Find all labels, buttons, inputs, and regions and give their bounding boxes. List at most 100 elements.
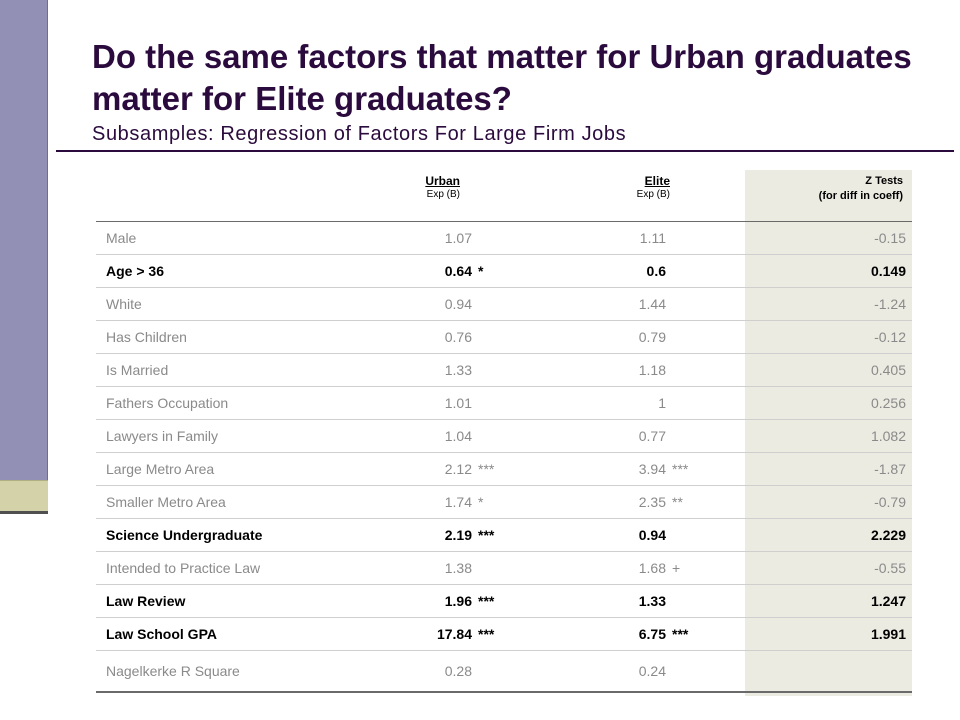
urban-value: 0.94 (296, 287, 472, 321)
elite-value: 1.68 (512, 551, 666, 585)
elite-value: 0.77 (512, 419, 666, 453)
urban-significance (472, 353, 512, 387)
urban-header-sub: Exp (B) (426, 189, 460, 200)
table-row: Lawyers in Family 1.04 0.77 1.082 (96, 419, 912, 453)
regression-table: Male 1.07 1.11 -0.15 Age > 36 0.64 * 0.6 0.149 Wh… (96, 221, 912, 693)
z-test-header-sub: (for diff in coeff) (818, 190, 903, 202)
table-row: White 0.94 1.44 -1.24 (96, 287, 912, 321)
elite-significance: *** (666, 617, 706, 651)
side-decoration-accent (0, 480, 48, 512)
elite-significance (666, 518, 706, 552)
urban-significance (472, 221, 512, 255)
elite-significance: + (666, 551, 706, 585)
z-test-value: -1.24 (706, 287, 912, 321)
elite-header-label: Elite (644, 174, 670, 188)
elite-value: 0.94 (512, 518, 666, 552)
z-test-value: -0.79 (706, 485, 912, 519)
row-label: Large Metro Area (96, 452, 296, 486)
urban-significance: *** (472, 452, 512, 486)
table-row: Law School GPA 17.84 *** 6.75 *** 1.991 (96, 617, 912, 651)
z-test-value (706, 650, 912, 693)
slide-subtitle: Subsamples: Regression of Factors For La… (92, 123, 627, 145)
row-label: Smaller Metro Area (96, 485, 296, 519)
row-label: Has Children (96, 320, 296, 354)
side-decoration-rule (0, 511, 48, 514)
row-label: Is Married (96, 353, 296, 387)
table-row: Age > 36 0.64 * 0.6 0.149 (96, 254, 912, 288)
row-label: Nagelkerke R Square (96, 650, 296, 693)
row-label: Law Review (96, 584, 296, 618)
table-row: Intended to Practice Law 1.38 1.68 + -0.55 (96, 551, 912, 585)
urban-value: 2.19 (296, 518, 472, 552)
urban-header-label: Urban (425, 174, 460, 188)
elite-significance (666, 320, 706, 354)
table-row: Fathers Occupation 1.01 1 0.256 (96, 386, 912, 420)
elite-value: 0.79 (512, 320, 666, 354)
row-label: Science Undergraduate (96, 518, 296, 552)
elite-value: 2.35 (512, 485, 666, 519)
urban-significance: *** (472, 518, 512, 552)
z-test-value: -1.87 (706, 452, 912, 486)
z-test-header: Z Tests (for diff in coeff) (819, 174, 903, 204)
z-test-value: 0.405 (706, 353, 912, 387)
table-row: Smaller Metro Area 1.74 * 2.35 ** -0.79 (96, 485, 912, 519)
elite-value: 0.6 (512, 254, 666, 288)
urban-header: Urban Exp (B) (400, 174, 460, 201)
elite-significance (666, 419, 706, 453)
urban-significance (472, 419, 512, 453)
elite-value: 1 (512, 386, 666, 420)
urban-significance (472, 650, 512, 693)
elite-value: 1.11 (512, 221, 666, 255)
urban-significance: * (472, 254, 512, 288)
elite-significance (666, 221, 706, 255)
urban-value: 1.38 (296, 551, 472, 585)
urban-value: 1.74 (296, 485, 472, 519)
urban-value: 0.28 (296, 650, 472, 693)
urban-value: 0.64 (296, 254, 472, 288)
row-label: Age > 36 (96, 254, 296, 288)
urban-significance: *** (472, 584, 512, 618)
elite-significance: ** (666, 485, 706, 519)
urban-significance (472, 551, 512, 585)
elite-significance (666, 650, 706, 693)
elite-value: 1.44 (512, 287, 666, 321)
elite-significance: *** (666, 452, 706, 486)
elite-value: 1.33 (512, 584, 666, 618)
elite-value: 3.94 (512, 452, 666, 486)
z-test-value: -0.15 (706, 221, 912, 255)
z-test-value: -0.55 (706, 551, 912, 585)
row-label: Male (96, 221, 296, 255)
urban-value: 2.12 (296, 452, 472, 486)
urban-significance (472, 386, 512, 420)
z-test-header-label: Z Tests (865, 175, 903, 187)
slide-title: Do the same factors that matter for Urba… (92, 38, 912, 117)
row-label: Intended to Practice Law (96, 551, 296, 585)
urban-value: 0.76 (296, 320, 472, 354)
row-label: Lawyers in Family (96, 419, 296, 453)
z-test-value: 0.149 (706, 254, 912, 288)
z-test-value: 1.082 (706, 419, 912, 453)
elite-significance (666, 287, 706, 321)
row-label: Law School GPA (96, 617, 296, 651)
elite-header: Elite Exp (B) (610, 174, 670, 201)
urban-value: 17.84 (296, 617, 472, 651)
z-test-value: -0.12 (706, 320, 912, 354)
urban-value: 1.01 (296, 386, 472, 420)
elite-significance (666, 386, 706, 420)
table-row: Science Undergraduate 2.19 *** 0.94 2.229 (96, 518, 912, 552)
urban-significance: *** (472, 617, 512, 651)
elite-value: 1.18 (512, 353, 666, 387)
urban-significance: * (472, 485, 512, 519)
urban-significance (472, 287, 512, 321)
elite-significance (666, 254, 706, 288)
elite-header-sub: Exp (B) (636, 189, 670, 200)
table-row: Large Metro Area 2.12 *** 3.94 *** -1.87 (96, 452, 912, 486)
row-label: Fathers Occupation (96, 386, 296, 420)
elite-value: 0.24 (512, 650, 666, 693)
elite-significance (666, 584, 706, 618)
urban-value: 1.96 (296, 584, 472, 618)
z-test-value: 1.991 (706, 617, 912, 651)
z-test-value: 0.256 (706, 386, 912, 420)
elite-value: 6.75 (512, 617, 666, 651)
table-row: Has Children 0.76 0.79 -0.12 (96, 320, 912, 354)
